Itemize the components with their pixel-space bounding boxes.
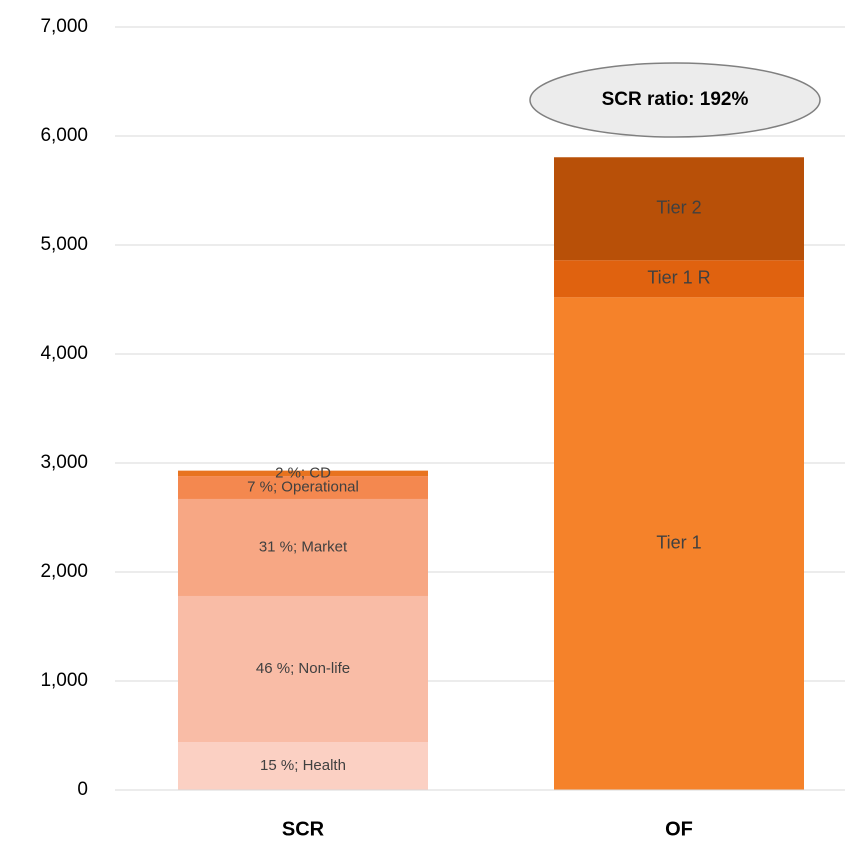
bar-segment	[554, 260, 804, 298]
segment-label: 31 %; Market	[259, 538, 348, 555]
bar-segment	[178, 742, 428, 790]
bar-segment	[554, 157, 804, 261]
segment-label: Tier 1	[656, 532, 701, 552]
x-tick-label: SCR	[282, 818, 325, 840]
bar-segment	[178, 498, 428, 596]
y-tick-label: 0	[77, 779, 88, 800]
segment-label: 15 %; Health	[260, 757, 346, 774]
segment-label: 7 %; Operational	[247, 478, 359, 495]
segment-label: 46 %; Non-life	[256, 660, 350, 677]
y-tick-label: 3,000	[40, 452, 88, 473]
segment-label: Tier 2	[656, 198, 701, 218]
y-tick-label: 5,000	[40, 234, 88, 255]
bar-segment	[178, 595, 428, 743]
annotation-bubble	[529, 62, 821, 138]
bar-segment	[554, 297, 804, 790]
annotation: SCR ratio: 192%	[602, 89, 749, 110]
y-tick-label: 1,000	[40, 670, 88, 691]
y-tick-label: 6,000	[40, 125, 88, 146]
bar-segment	[178, 476, 428, 499]
bar-segment	[178, 470, 428, 477]
y-tick-label: 2,000	[40, 561, 88, 582]
y-tick-label: 7,000	[40, 16, 88, 37]
segment-label: Tier 1 R	[647, 268, 710, 288]
x-tick-label: OF	[665, 818, 693, 840]
segment-label: 2 %; CD	[275, 464, 331, 481]
y-tick-label: 4,000	[40, 343, 88, 364]
